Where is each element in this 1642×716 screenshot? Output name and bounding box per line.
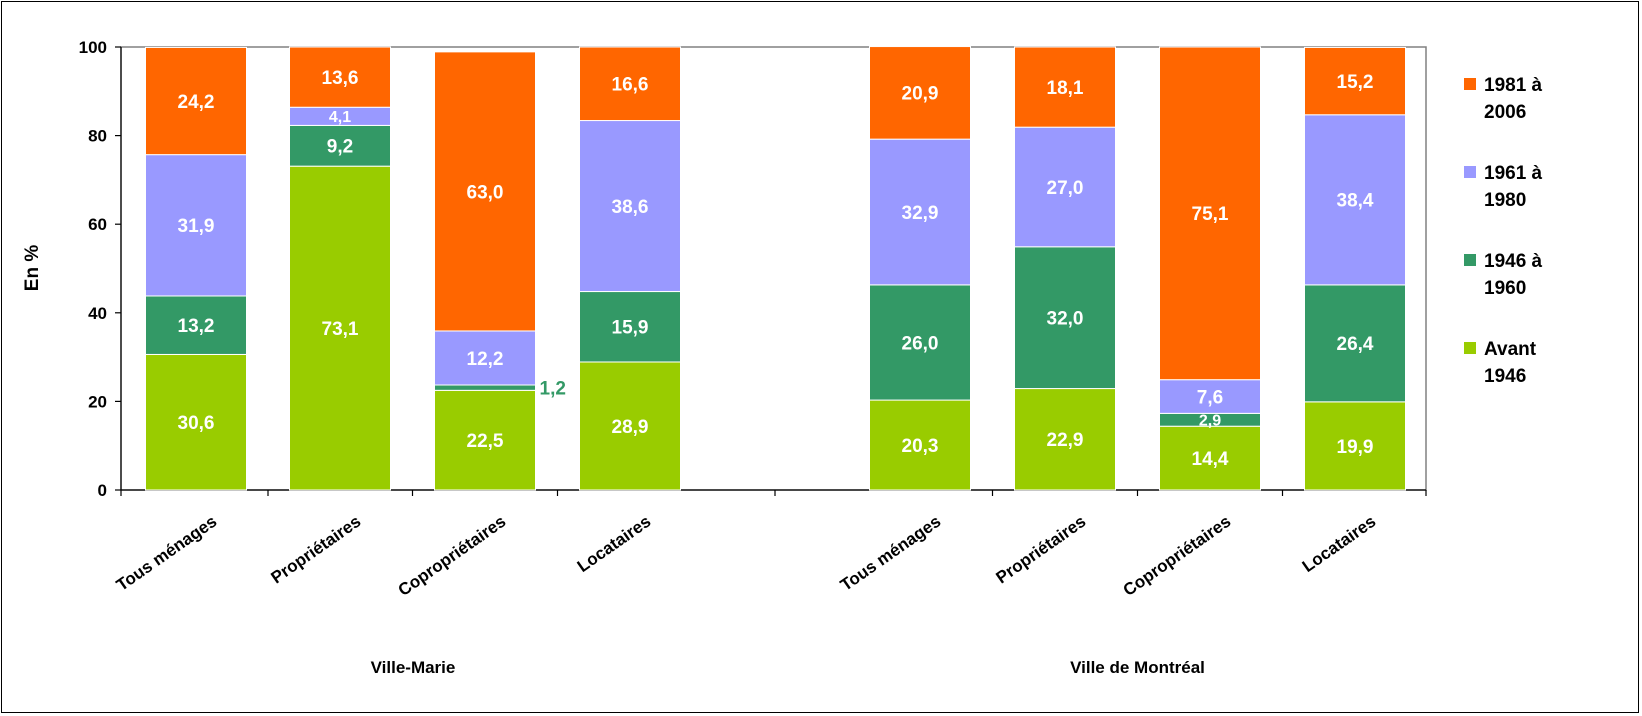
data-label: 15,2 bbox=[1337, 72, 1374, 93]
data-label: 1,2 bbox=[540, 379, 566, 400]
legend-label: 2006 bbox=[1484, 102, 1526, 123]
bar-segment bbox=[869, 284, 971, 401]
bar-segment bbox=[1014, 126, 1116, 248]
bar-segment bbox=[434, 389, 536, 491]
bar-segment bbox=[1159, 46, 1261, 381]
data-label: 22,9 bbox=[1047, 430, 1084, 451]
legend-swatch bbox=[1464, 78, 1476, 90]
data-label: 12,2 bbox=[467, 349, 504, 370]
legend-label: 1980 bbox=[1484, 190, 1526, 211]
bar-segment bbox=[434, 51, 536, 332]
x-category-label: Copropriétaires bbox=[395, 512, 510, 600]
x-category-label: Propriétaires bbox=[992, 512, 1089, 588]
y-tick-label: 20 bbox=[88, 392, 107, 411]
data-label: 38,6 bbox=[612, 197, 649, 218]
bar-segment bbox=[145, 353, 247, 491]
bar-segment bbox=[869, 399, 971, 491]
bar-segment bbox=[145, 295, 247, 355]
data-label: 28,9 bbox=[612, 417, 649, 438]
bar-segment bbox=[1159, 425, 1261, 491]
x-category-label: Locataires bbox=[574, 512, 655, 576]
data-label: 30,6 bbox=[178, 413, 215, 434]
data-label: 38,4 bbox=[1337, 191, 1374, 212]
legend-label: 1981 à bbox=[1484, 75, 1543, 96]
data-label: 13,2 bbox=[178, 316, 215, 337]
bar-segment bbox=[579, 46, 681, 122]
data-label: 26,0 bbox=[902, 333, 939, 354]
bar-segment bbox=[1304, 46, 1406, 116]
y-tick-label: 0 bbox=[98, 481, 107, 500]
data-label: 15,9 bbox=[612, 318, 649, 339]
bar-segment bbox=[1304, 284, 1406, 403]
x-group-label: Ville de Montréal bbox=[1070, 658, 1205, 677]
data-label: 20,9 bbox=[902, 84, 939, 105]
data-label: 75,1 bbox=[1192, 204, 1229, 225]
bar-segment bbox=[579, 291, 681, 363]
legend-swatch bbox=[1464, 254, 1476, 266]
bar-segment bbox=[434, 384, 536, 391]
y-tick-label: 40 bbox=[88, 304, 107, 323]
data-label: 22,5 bbox=[467, 431, 504, 452]
data-label: 16,6 bbox=[612, 75, 649, 96]
bar-segment bbox=[1014, 388, 1116, 491]
y-tick-label: 100 bbox=[79, 38, 107, 57]
data-label: 19,9 bbox=[1337, 437, 1374, 458]
legend-label: 1961 à bbox=[1484, 163, 1543, 184]
data-label: 4,1 bbox=[329, 109, 351, 126]
data-label: 32,9 bbox=[902, 203, 939, 224]
bar-segment bbox=[145, 46, 247, 156]
legend-swatch bbox=[1464, 342, 1476, 354]
legend-label: 1960 bbox=[1484, 278, 1526, 299]
bar-segment bbox=[869, 138, 971, 286]
data-label: 9,2 bbox=[327, 137, 353, 158]
bar-segment bbox=[1159, 379, 1261, 414]
data-label: 31,9 bbox=[178, 216, 215, 237]
legend-label: 1946 bbox=[1484, 366, 1526, 387]
data-label: 63,0 bbox=[467, 182, 504, 203]
data-label: 20,3 bbox=[902, 436, 939, 457]
bar-segment bbox=[1014, 246, 1116, 390]
bar-segment bbox=[869, 46, 971, 140]
legend-label: Avant bbox=[1484, 339, 1537, 360]
bar-segment bbox=[289, 46, 391, 108]
x-category-label: Tous ménages bbox=[837, 512, 944, 595]
x-category-label: Propriétaires bbox=[267, 512, 364, 588]
y-tick-label: 80 bbox=[88, 127, 107, 146]
legend-label: 1946 à bbox=[1484, 251, 1543, 272]
data-label: 14,4 bbox=[1192, 449, 1229, 470]
data-label: 73,1 bbox=[322, 319, 359, 340]
x-category-label: Tous ménages bbox=[113, 512, 220, 595]
data-label: 26,4 bbox=[1337, 334, 1374, 355]
data-label: 2,9 bbox=[1199, 413, 1221, 430]
data-label: 7,6 bbox=[1197, 387, 1223, 408]
x-group-label: Ville-Marie bbox=[371, 658, 456, 677]
data-label: 32,0 bbox=[1047, 309, 1084, 330]
data-label: 27,0 bbox=[1047, 178, 1084, 199]
data-label: 13,6 bbox=[322, 68, 359, 89]
bar-segment bbox=[579, 120, 681, 293]
legend-swatch bbox=[1464, 166, 1476, 178]
bar-segment bbox=[289, 124, 391, 167]
data-label: 18,1 bbox=[1047, 78, 1084, 99]
bar-segment bbox=[145, 154, 247, 297]
bar-segment bbox=[1304, 114, 1406, 286]
x-category-label: Locataires bbox=[1299, 512, 1380, 576]
x-category-label: Copropriétaires bbox=[1120, 512, 1235, 600]
y-axis-title: En % bbox=[22, 245, 43, 292]
y-tick-label: 60 bbox=[88, 215, 107, 234]
bar-segment bbox=[289, 165, 391, 491]
bar-segment bbox=[579, 361, 681, 491]
data-label: 24,2 bbox=[178, 92, 215, 113]
bar-segment bbox=[1014, 46, 1116, 128]
